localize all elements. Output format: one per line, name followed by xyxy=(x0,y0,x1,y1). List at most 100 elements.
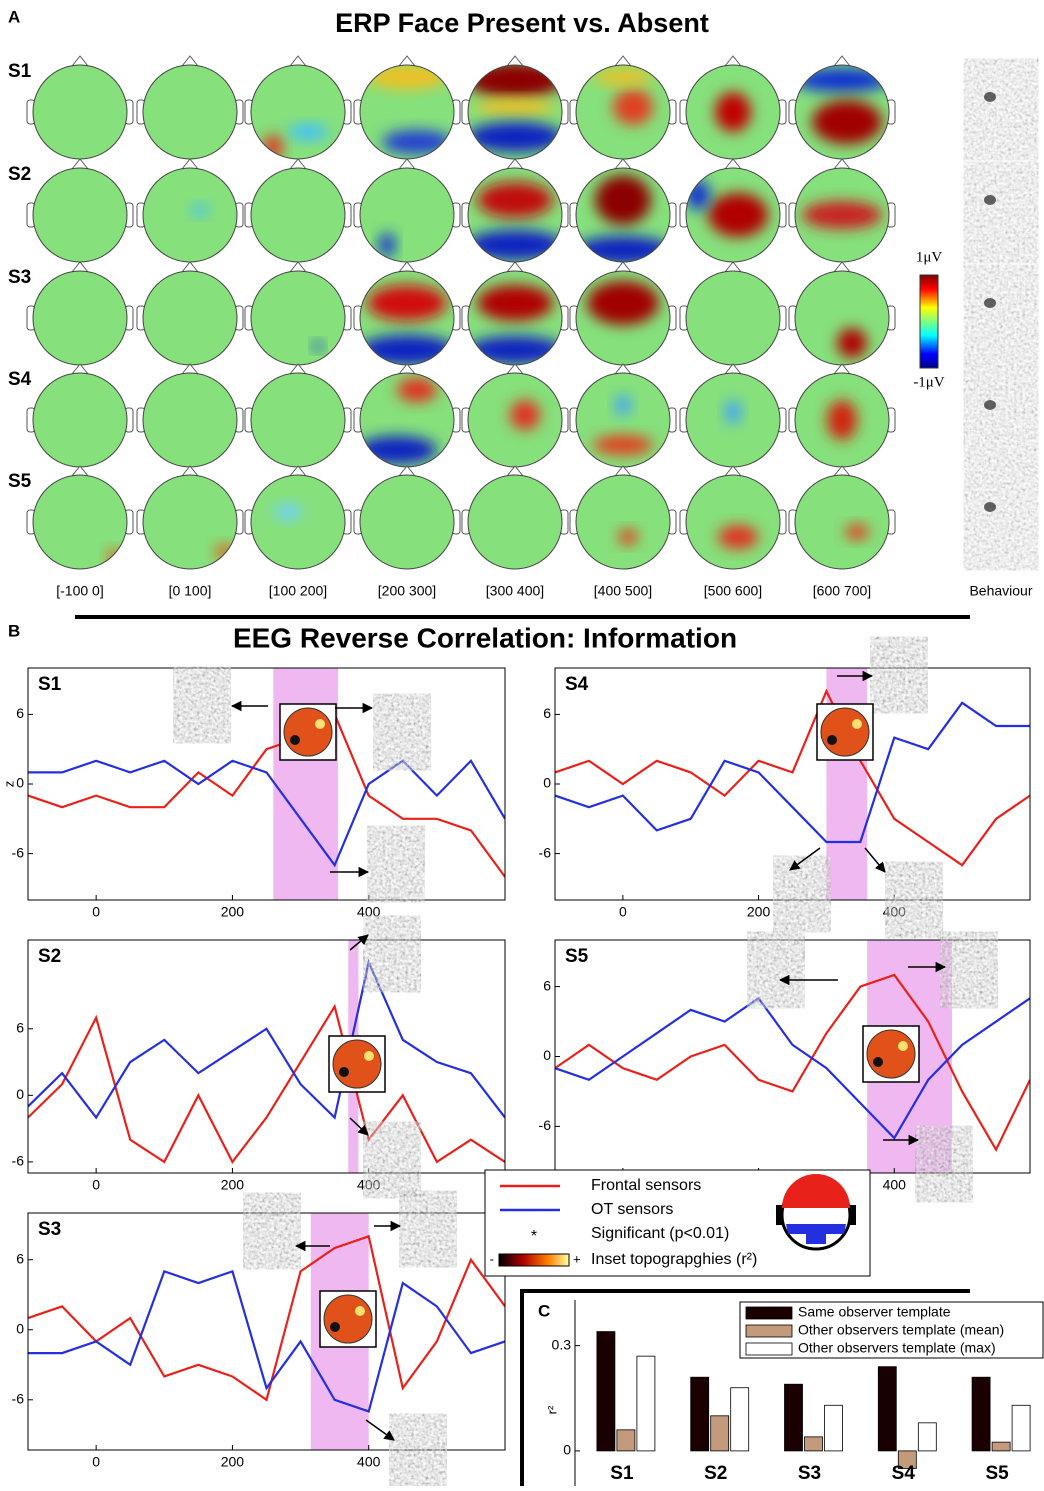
topomap-blob xyxy=(837,328,867,358)
window-label: [300 400] xyxy=(486,583,544,599)
noise-image xyxy=(404,1197,452,1261)
chart-title: S2 xyxy=(38,946,61,967)
x-tick-label: S2 xyxy=(704,1463,727,1484)
bar xyxy=(918,1423,936,1451)
legend-head-ear xyxy=(850,1205,856,1225)
topomap-blob xyxy=(477,182,553,218)
inset-spot xyxy=(339,1067,349,1077)
behaviour-spot xyxy=(984,92,996,102)
behaviour-image xyxy=(970,170,1032,255)
topomap-blob xyxy=(708,193,768,237)
behaviour-spot xyxy=(984,502,996,512)
bar xyxy=(805,1437,823,1451)
topomap-blob xyxy=(477,285,553,321)
behaviour-image xyxy=(970,477,1032,562)
plot-bg xyxy=(28,668,505,900)
topomap-blob xyxy=(802,201,882,229)
colorbar-label: -1μV xyxy=(913,374,945,390)
topomap-blob xyxy=(593,69,653,85)
x-tick-label: 200 xyxy=(221,1454,245,1470)
window-label: [200 300] xyxy=(378,583,436,599)
y-tick-label: 6 xyxy=(543,977,551,993)
x-tick-label: 400 xyxy=(357,904,381,920)
legend-swatch xyxy=(746,1343,792,1355)
row-label: S4 xyxy=(8,369,32,390)
y-axis-label: r² xyxy=(544,1405,559,1414)
noise-image xyxy=(778,862,826,926)
y-tick-label: -6 xyxy=(12,1153,25,1169)
topomap-blob xyxy=(359,335,455,365)
plot-bg xyxy=(28,940,505,1173)
y-tick-label: 0 xyxy=(543,775,551,791)
legend-head-ear xyxy=(776,1205,782,1225)
inset-spot xyxy=(330,1322,340,1332)
topomap-blob xyxy=(794,68,890,92)
x-tick-label: 200 xyxy=(221,904,245,920)
bar xyxy=(597,1332,615,1451)
bar xyxy=(972,1377,990,1451)
inset-topo xyxy=(333,1040,381,1088)
window-label: [100 200] xyxy=(269,583,327,599)
figure: A B C ERP Face Present vs. Absent EEG Re… xyxy=(0,0,1044,1486)
topomap-blob xyxy=(288,124,328,140)
topomap-blob xyxy=(379,233,395,257)
x-tick-label: 400 xyxy=(357,1454,381,1470)
topomap-blob xyxy=(475,99,555,115)
x-tick-label: S3 xyxy=(798,1463,821,1484)
inset-spot xyxy=(827,735,837,745)
legend-label: Inset topograpghies (r²) xyxy=(591,1251,757,1268)
legend-label: Same observer template xyxy=(798,1304,951,1320)
topomap-blob xyxy=(192,204,208,216)
panel-title: ERP Face Present vs. Absent xyxy=(335,8,709,38)
inset-topo xyxy=(324,1295,372,1343)
x-tick-label: 200 xyxy=(221,1177,245,1193)
window-label: [400 500] xyxy=(594,583,652,599)
inset-spot xyxy=(290,735,300,745)
colorbar xyxy=(920,275,938,368)
window-label: [0 100] xyxy=(169,583,212,599)
bar xyxy=(1012,1405,1030,1451)
topomap-blob xyxy=(812,100,882,144)
x-tick-label: S1 xyxy=(610,1463,634,1484)
y-tick-label: -6 xyxy=(539,844,552,860)
topomap-blob xyxy=(467,336,563,364)
legend-colorbar-label: - xyxy=(490,1251,494,1266)
topomap-blob xyxy=(725,400,741,424)
bar xyxy=(785,1384,803,1451)
bar xyxy=(878,1367,896,1451)
behaviour-spot xyxy=(984,195,996,205)
topomap-blob xyxy=(595,175,651,225)
legend-label: Significant (p<0.01) xyxy=(591,1225,729,1242)
inset-spot xyxy=(873,1057,883,1067)
y-tick-label: 6 xyxy=(16,1250,24,1266)
noise-image xyxy=(372,832,420,896)
noise-image xyxy=(945,938,993,1002)
behaviour-image xyxy=(970,273,1032,358)
topomap-blob xyxy=(367,65,447,89)
legend-swatch xyxy=(746,1325,792,1337)
topomap-blob xyxy=(618,529,638,545)
noise-image xyxy=(368,922,416,986)
window-label: [-100 0] xyxy=(56,583,103,599)
y-axis-label: z xyxy=(1,781,16,788)
topomap-blob xyxy=(615,395,631,415)
topomap-blob xyxy=(686,180,710,210)
topomap-blob xyxy=(718,525,758,549)
x-tick-label: 200 xyxy=(747,904,771,920)
topomap-blob xyxy=(593,435,653,455)
topomap-blob xyxy=(274,504,302,520)
y-tick-label: 0 xyxy=(563,1442,571,1458)
inset-topo xyxy=(867,1030,915,1078)
topomap-blob xyxy=(575,236,671,264)
bar xyxy=(992,1442,1010,1451)
y-tick-label: 0 xyxy=(16,775,24,791)
bar xyxy=(711,1416,729,1451)
window-label: [600 700] xyxy=(813,583,871,599)
y-tick-label: 0 xyxy=(543,1047,551,1063)
inset-spot xyxy=(315,719,325,729)
topomap-blob xyxy=(367,285,447,321)
inset-spot xyxy=(898,1041,908,1051)
inset-topo xyxy=(284,708,332,756)
topomap-blob xyxy=(587,281,659,325)
x-tick-label: S4 xyxy=(892,1463,916,1484)
